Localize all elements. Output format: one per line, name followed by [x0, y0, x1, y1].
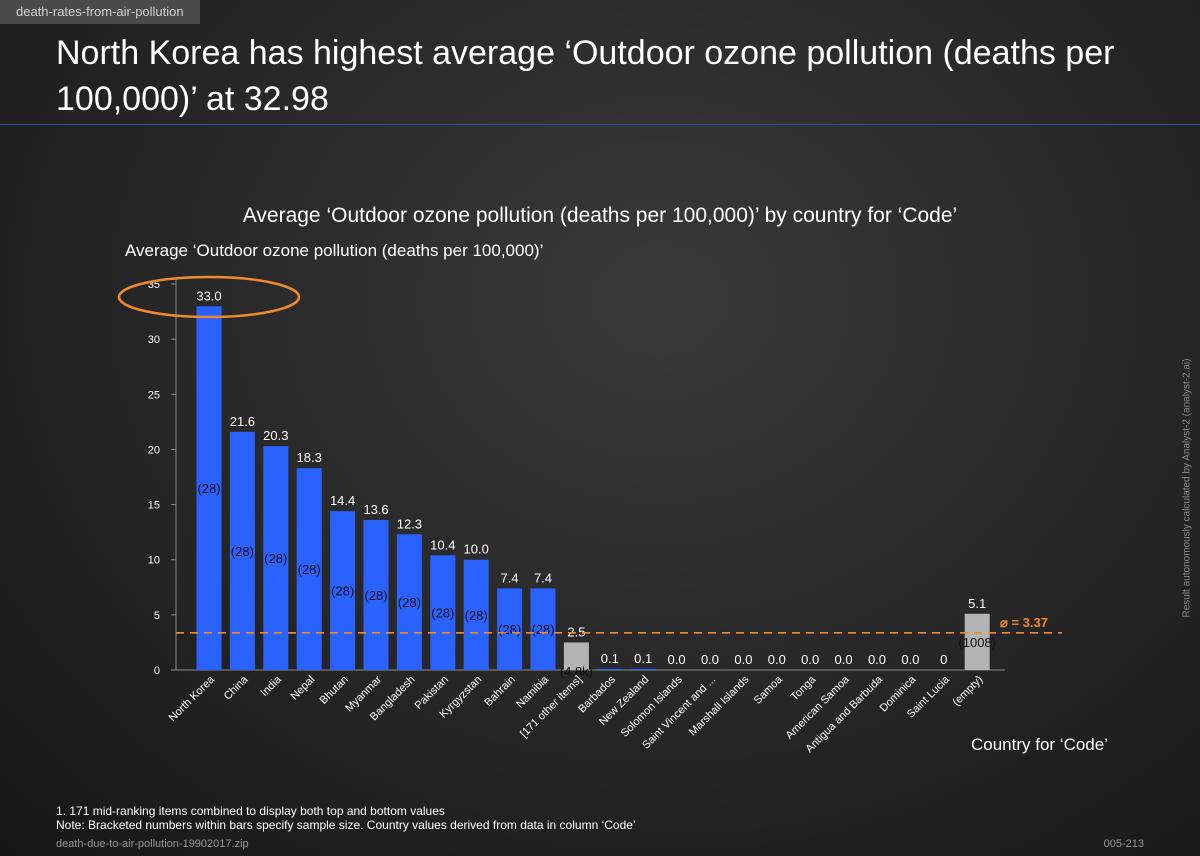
- bar: [363, 520, 389, 670]
- value-label: 13.6: [363, 502, 388, 517]
- sample-size-label: (28): [398, 595, 421, 610]
- bar: [463, 559, 489, 670]
- page-number: 005-213: [1103, 838, 1144, 850]
- bar: [396, 534, 422, 670]
- category-label: India: [259, 673, 285, 699]
- y-tick-label: 20: [148, 444, 160, 456]
- y-tick-label: 5: [154, 610, 160, 622]
- footnote-line-2: Note: Bracketed numbers within bars spec…: [56, 818, 636, 832]
- value-label: 0.0: [668, 652, 686, 667]
- sample-size-label: (28): [498, 622, 521, 637]
- value-label: 12.3: [397, 516, 422, 531]
- y-axis-title: Average ‘Outdoor ozone pollution (deaths…: [125, 241, 544, 260]
- source-file: death-due-to-air-pollution-19902017.zip: [56, 838, 249, 850]
- value-label: 0: [940, 652, 947, 667]
- y-tick-label: 25: [148, 389, 160, 401]
- y-tick-label: 0: [154, 665, 160, 677]
- bar: [597, 668, 623, 670]
- bar: [196, 306, 222, 670]
- bar: [964, 613, 990, 670]
- value-label: 0.0: [801, 652, 819, 667]
- y-tick-label: 15: [148, 500, 160, 512]
- bar: [497, 588, 523, 670]
- bar: [229, 431, 255, 670]
- sample-size-label: (28): [331, 584, 354, 599]
- category-label: China: [222, 673, 251, 702]
- value-label: 33.0: [196, 288, 221, 303]
- bar: [530, 588, 556, 670]
- attribution-note: Result autonomously calculated by Analys…: [1181, 358, 1193, 618]
- x-axis-title: Country for ‘Code’: [970, 735, 1108, 754]
- y-tick-label: 10: [148, 555, 160, 567]
- category-label: Marshall Islands: [687, 673, 752, 738]
- value-label: 7.4: [501, 570, 519, 585]
- footnote: 1. 171 mid-ranking items combined to dis…: [56, 804, 636, 832]
- footnote-line-1: 1. 171 mid-ranking items combined to dis…: [56, 804, 445, 818]
- category-label: (empty): [950, 674, 985, 709]
- sample-size-label: (28): [364, 588, 387, 603]
- category-label: Nepal: [289, 674, 318, 703]
- value-label: 20.3: [263, 428, 288, 443]
- chart-title: Average ‘Outdoor ozone pollution (deaths…: [242, 204, 958, 227]
- sample-size-label: (28): [264, 551, 287, 566]
- bar: [563, 642, 589, 670]
- bar: [330, 511, 356, 670]
- value-label: 0.0: [734, 652, 752, 667]
- value-label: 0.0: [868, 652, 886, 667]
- value-label: 18.3: [297, 450, 322, 465]
- value-label: 10.0: [464, 542, 489, 557]
- bar: [430, 555, 456, 670]
- value-label: 0.0: [768, 652, 786, 667]
- bar: [296, 468, 322, 670]
- dataset-tag: death-rates-from-air-pollution: [0, 0, 200, 24]
- sample-size-label: (4.8k): [560, 664, 593, 679]
- y-tick-label: 30: [148, 334, 160, 346]
- value-label: 7.4: [534, 570, 552, 585]
- sample-size-label: (28): [231, 544, 254, 559]
- category-label: Bhutan: [318, 674, 351, 707]
- category-label: North Korea: [167, 673, 218, 724]
- sample-size-label: (1008): [958, 635, 996, 650]
- sample-size-label: (28): [298, 562, 321, 577]
- sample-size-label: (28): [465, 608, 488, 623]
- bar: [630, 668, 656, 670]
- sample-size-label: (28): [531, 622, 554, 637]
- category-label: [171 other items]: [518, 674, 584, 740]
- value-label: 0.0: [701, 652, 719, 667]
- sample-size-label: (28): [197, 481, 220, 496]
- value-label: 0.0: [901, 652, 919, 667]
- category-label: Bahrain: [482, 674, 517, 709]
- highlight-ellipse: [117, 275, 301, 319]
- category-label: Samoa: [752, 673, 786, 707]
- value-label: 14.4: [330, 493, 355, 508]
- mean-label: ⌀ = 3.37: [1000, 615, 1048, 630]
- category-label: Tonga: [789, 673, 819, 703]
- sample-size-label: (28): [431, 606, 454, 621]
- value-label: 0.1: [634, 651, 652, 666]
- value-label: 2.5: [567, 624, 585, 639]
- value-label: 10.4: [430, 537, 455, 552]
- header-divider: [0, 124, 1200, 125]
- headline: North Korea has highest average ‘Outdoor…: [56, 34, 1115, 118]
- value-label: 5.1: [968, 596, 986, 611]
- value-label: 0.0: [835, 652, 853, 667]
- category-label: Solomon Islands: [619, 673, 685, 739]
- value-label: 0.1: [601, 651, 619, 666]
- value-label: 21.6: [230, 414, 255, 429]
